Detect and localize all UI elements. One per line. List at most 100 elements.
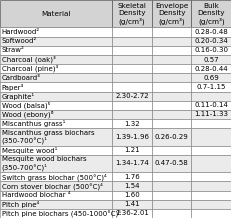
Bar xyxy=(152,101,191,110)
Bar xyxy=(112,92,152,101)
Bar xyxy=(0,146,112,155)
Text: 0.57: 0.57 xyxy=(204,56,219,63)
Bar xyxy=(112,191,152,200)
Bar xyxy=(152,46,191,55)
Bar xyxy=(112,128,152,146)
Bar xyxy=(152,92,191,101)
Text: Wood (ebony)⁶: Wood (ebony)⁶ xyxy=(2,111,53,118)
Bar xyxy=(191,200,231,209)
Text: Wood (balsa)⁵: Wood (balsa)⁵ xyxy=(2,102,50,109)
Text: Miscanthus grass biochars
(350-700°C)¹: Miscanthus grass biochars (350-700°C)¹ xyxy=(2,129,94,144)
Text: Miscanthus grass¹: Miscanthus grass¹ xyxy=(2,120,65,127)
Text: 0.20-0.34: 0.20-0.34 xyxy=(194,38,228,44)
Bar xyxy=(152,0,191,27)
Text: 1.21: 1.21 xyxy=(124,147,140,153)
Text: 1.36-2.01: 1.36-2.01 xyxy=(115,210,149,216)
Text: 0.26-0.29: 0.26-0.29 xyxy=(155,134,188,140)
Text: Corn stover biochar (500°C)⁴: Corn stover biochar (500°C)⁴ xyxy=(2,182,103,190)
Text: 0.28-0.44: 0.28-0.44 xyxy=(195,66,228,72)
Bar xyxy=(112,64,152,73)
Bar xyxy=(191,27,231,37)
Bar xyxy=(112,146,152,155)
Text: Charcoal (pine)³: Charcoal (pine)³ xyxy=(2,65,58,72)
Bar xyxy=(112,110,152,119)
Text: 1.54: 1.54 xyxy=(124,183,140,189)
Bar xyxy=(152,119,191,128)
Bar xyxy=(152,172,191,181)
Bar xyxy=(152,181,191,191)
Bar xyxy=(0,110,112,119)
Bar xyxy=(191,101,231,110)
Bar xyxy=(0,27,112,37)
Bar xyxy=(0,0,112,27)
Bar xyxy=(191,119,231,128)
Bar xyxy=(112,155,152,172)
Bar xyxy=(0,73,112,82)
Text: 1.39-1.96: 1.39-1.96 xyxy=(115,134,149,140)
Text: Straw²: Straw² xyxy=(2,47,25,53)
Bar xyxy=(112,46,152,55)
Bar xyxy=(191,209,231,218)
Bar xyxy=(0,209,112,218)
Text: 1.60: 1.60 xyxy=(124,192,140,198)
Bar xyxy=(0,101,112,110)
Text: Material: Material xyxy=(41,11,71,17)
Bar xyxy=(191,92,231,101)
Bar xyxy=(112,101,152,110)
Bar xyxy=(191,82,231,92)
Bar xyxy=(152,73,191,82)
Bar xyxy=(112,27,152,37)
Bar xyxy=(112,181,152,191)
Text: Hardwood²: Hardwood² xyxy=(2,29,40,35)
Text: Skeletal
Density
(g/cm³): Skeletal Density (g/cm³) xyxy=(117,3,146,25)
Text: 0.47-0.58: 0.47-0.58 xyxy=(155,160,188,167)
Bar xyxy=(152,82,191,92)
Bar xyxy=(152,146,191,155)
Bar xyxy=(112,73,152,82)
Text: 0.11-0.14: 0.11-0.14 xyxy=(194,102,228,108)
Text: Pitch pine biochars (450-1000°C)⁵: Pitch pine biochars (450-1000°C)⁵ xyxy=(2,210,121,217)
Bar xyxy=(191,172,231,181)
Text: 1.76: 1.76 xyxy=(124,174,140,180)
Bar xyxy=(152,110,191,119)
Bar xyxy=(112,0,152,27)
Bar xyxy=(0,200,112,209)
Bar xyxy=(191,191,231,200)
Bar xyxy=(112,119,152,128)
Text: 1.41: 1.41 xyxy=(124,201,140,207)
Bar xyxy=(0,172,112,181)
Text: 0.28-0.48: 0.28-0.48 xyxy=(194,29,228,35)
Bar xyxy=(152,200,191,209)
Bar xyxy=(112,55,152,64)
Text: Envelope
Density
(g/cm³): Envelope Density (g/cm³) xyxy=(155,3,188,25)
Bar xyxy=(152,155,191,172)
Text: Paper³: Paper³ xyxy=(2,83,24,90)
Bar xyxy=(112,172,152,181)
Bar xyxy=(0,181,112,191)
Text: 0.7-1.15: 0.7-1.15 xyxy=(197,84,226,90)
Bar xyxy=(0,55,112,64)
Bar xyxy=(191,146,231,155)
Text: 0.69: 0.69 xyxy=(203,75,219,81)
Bar xyxy=(191,37,231,46)
Text: Switch grass biochar (500°C)⁴: Switch grass biochar (500°C)⁴ xyxy=(2,173,106,181)
Bar xyxy=(0,37,112,46)
Bar xyxy=(191,73,231,82)
Text: Pitch pine⁴: Pitch pine⁴ xyxy=(2,201,39,208)
Bar xyxy=(152,55,191,64)
Bar xyxy=(0,64,112,73)
Bar xyxy=(112,200,152,209)
Bar xyxy=(191,46,231,55)
Bar xyxy=(191,55,231,64)
Bar xyxy=(191,110,231,119)
Text: 1.32: 1.32 xyxy=(124,121,140,127)
Text: Mesquite wood biochars
(350-700°C)¹: Mesquite wood biochars (350-700°C)¹ xyxy=(2,156,86,171)
Bar xyxy=(191,0,231,27)
Text: Graphite¹: Graphite¹ xyxy=(2,93,35,100)
Bar xyxy=(0,128,112,146)
Bar xyxy=(0,92,112,101)
Bar xyxy=(112,82,152,92)
Text: Softwood²: Softwood² xyxy=(2,38,37,44)
Bar xyxy=(191,181,231,191)
Bar xyxy=(152,37,191,46)
